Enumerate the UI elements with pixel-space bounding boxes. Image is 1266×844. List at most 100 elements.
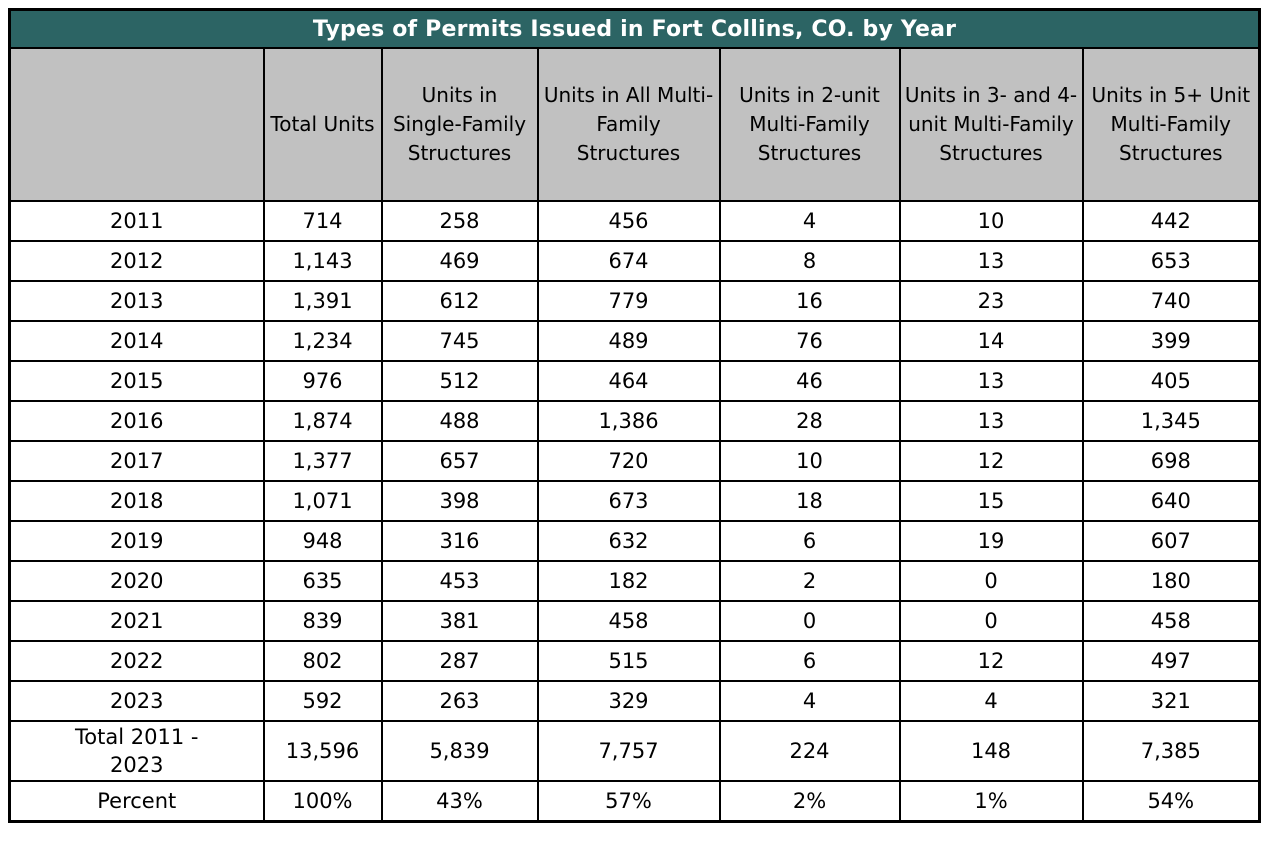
year-row: 2016 1,874 488 1,386 28 13 1,345 xyxy=(8,400,1261,442)
table-title: Types of Permits Issued in Fort Collins,… xyxy=(8,8,1261,49)
value-cell: 8 xyxy=(718,240,901,282)
value-cell: 15 xyxy=(898,480,1084,522)
value-cell: 1,071 xyxy=(262,480,383,522)
row-label-cell: 2021 xyxy=(8,600,265,642)
permits-table: Types of Permits Issued in Fort Collins,… xyxy=(8,8,1262,823)
value-cell: 258 xyxy=(380,200,539,242)
column-header-cell: Units in 5+ Unit Multi-Family Structures xyxy=(1081,47,1261,202)
row-label-cell: 2022 xyxy=(8,640,265,682)
value-cell: 456 xyxy=(536,200,721,242)
value-cell: 405 xyxy=(1081,360,1261,402)
row-label-cell: 2020 xyxy=(8,560,265,602)
value-cell: 4 xyxy=(718,680,901,722)
corner-header-cell xyxy=(8,47,265,202)
year-row: 2012 1,143 469 674 8 13 653 xyxy=(8,240,1261,282)
percent-row: Percent 100% 43% 57% 2% 1% 54% xyxy=(8,780,1261,823)
value-cell: 180 xyxy=(1081,560,1261,602)
year-row: 2015 976 512 464 46 13 405 xyxy=(8,360,1261,402)
value-cell: 399 xyxy=(1081,320,1261,362)
value-cell: 698 xyxy=(1081,440,1261,482)
value-cell: 720 xyxy=(536,440,721,482)
value-cell: 512 xyxy=(380,360,539,402)
value-cell: 740 xyxy=(1081,280,1261,322)
value-cell: 6 xyxy=(718,520,901,562)
column-header-cell: Units in Single-Family Structures xyxy=(380,47,539,202)
year-row: 2023 592 263 329 4 4 321 xyxy=(8,680,1261,722)
value-cell: 779 xyxy=(536,280,721,322)
value-cell: 381 xyxy=(380,600,539,642)
year-row: 2013 1,391 612 779 16 23 740 xyxy=(8,280,1261,322)
value-cell: 0 xyxy=(898,600,1084,642)
value-cell: 13 xyxy=(898,400,1084,442)
row-label-cell: 2015 xyxy=(8,360,265,402)
row-label-cell: 2014 xyxy=(8,320,265,362)
value-cell: 5,839 xyxy=(380,720,539,782)
value-cell: 657 xyxy=(380,440,539,482)
value-cell: 54% xyxy=(1081,780,1261,823)
value-cell: 1,377 xyxy=(262,440,383,482)
row-label-cell: Percent xyxy=(8,780,265,823)
value-cell: 10 xyxy=(718,440,901,482)
permits-table-container: Types of Permits Issued in Fort Collins,… xyxy=(8,8,1262,823)
value-cell: 148 xyxy=(898,720,1084,782)
column-header-cell: Units in 3- and 4-unit Multi-Family Stru… xyxy=(898,47,1084,202)
row-label-cell: 2018 xyxy=(8,480,265,522)
value-cell: 673 xyxy=(536,480,721,522)
value-cell: 2 xyxy=(718,560,901,602)
value-cell: 19 xyxy=(898,520,1084,562)
row-label-text: Total 2011 - 2023 xyxy=(75,724,199,777)
value-cell: 464 xyxy=(536,360,721,402)
value-cell: 1% xyxy=(898,780,1084,823)
value-cell: 263 xyxy=(380,680,539,722)
value-cell: 76 xyxy=(718,320,901,362)
value-cell: 14 xyxy=(898,320,1084,362)
year-row: 2022 802 287 515 6 12 497 xyxy=(8,640,1261,682)
value-cell: 488 xyxy=(380,400,539,442)
value-cell: 745 xyxy=(380,320,539,362)
value-cell: 1,391 xyxy=(262,280,383,322)
value-cell: 287 xyxy=(380,640,539,682)
value-cell: 1,386 xyxy=(536,400,721,442)
value-cell: 453 xyxy=(380,560,539,602)
value-cell: 46 xyxy=(718,360,901,402)
value-cell: 0 xyxy=(898,560,1084,602)
value-cell: 515 xyxy=(536,640,721,682)
value-cell: 442 xyxy=(1081,200,1261,242)
row-label-cell: Total 2011 - 2023 xyxy=(8,720,265,782)
row-label-cell: 2011 xyxy=(8,200,265,242)
value-cell: 13,596 xyxy=(262,720,383,782)
row-label-cell: 2012 xyxy=(8,240,265,282)
value-cell: 28 xyxy=(718,400,901,442)
value-cell: 802 xyxy=(262,640,383,682)
value-cell: 12 xyxy=(898,440,1084,482)
value-cell: 316 xyxy=(380,520,539,562)
value-cell: 398 xyxy=(380,480,539,522)
value-cell: 674 xyxy=(536,240,721,282)
year-row: 2011 714 258 456 4 10 442 xyxy=(8,200,1261,242)
value-cell: 13 xyxy=(898,360,1084,402)
value-cell: 469 xyxy=(380,240,539,282)
value-cell: 13 xyxy=(898,240,1084,282)
column-header-cell: Units in 2-unit Multi-Family Structures xyxy=(718,47,901,202)
value-cell: 224 xyxy=(718,720,901,782)
year-row: 2014 1,234 745 489 76 14 399 xyxy=(8,320,1261,362)
year-row: 2019 948 316 632 6 19 607 xyxy=(8,520,1261,562)
value-cell: 714 xyxy=(262,200,383,242)
total-row: Total 2011 - 2023 13,596 5,839 7,757 224 148 7… xyxy=(8,720,1261,782)
value-cell: 23 xyxy=(898,280,1084,322)
value-cell: 839 xyxy=(262,600,383,642)
year-row: 2020 635 453 182 2 0 180 xyxy=(8,560,1261,602)
value-cell: 16 xyxy=(718,280,901,322)
value-cell: 10 xyxy=(898,200,1084,242)
value-cell: 458 xyxy=(536,600,721,642)
row-label-cell: 2023 xyxy=(8,680,265,722)
value-cell: 100% xyxy=(262,780,383,823)
value-cell: 6 xyxy=(718,640,901,682)
value-cell: 0 xyxy=(718,600,901,642)
value-cell: 57% xyxy=(536,780,721,823)
row-label-cell: 2016 xyxy=(8,400,265,442)
value-cell: 607 xyxy=(1081,520,1261,562)
value-cell: 321 xyxy=(1081,680,1261,722)
header-row: Total Units Units in Single-Family Struct… xyxy=(8,47,1261,202)
row-label-cell: 2017 xyxy=(8,440,265,482)
